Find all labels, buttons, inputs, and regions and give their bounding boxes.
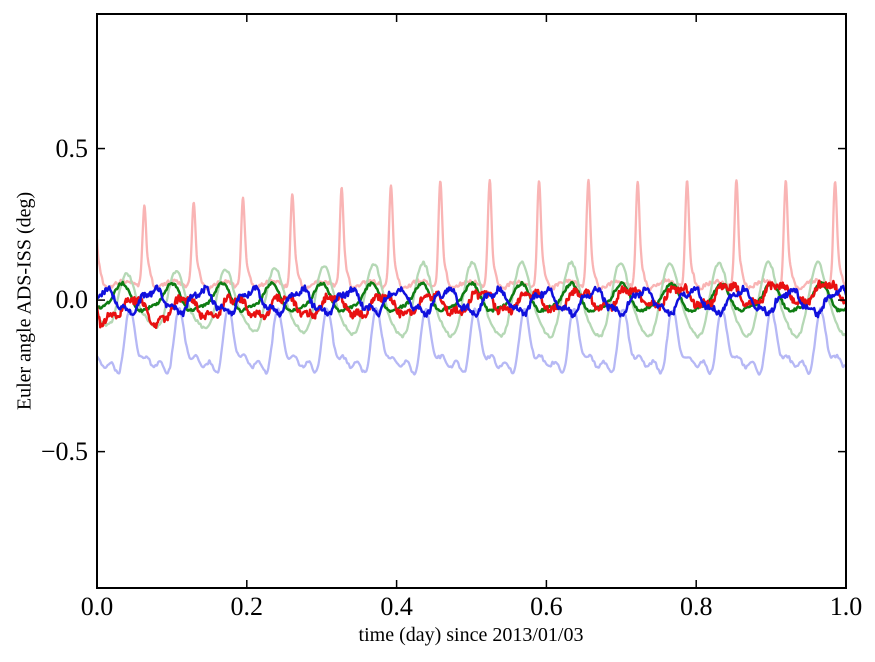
x-tick-label: 0.8 (679, 592, 713, 621)
y-tick-label: 0.5 (55, 133, 89, 163)
series-green-faded (97, 260, 846, 339)
x-tick-label: 1.0 (829, 592, 863, 621)
series-blue-faded (97, 306, 846, 376)
y-tick-label: 0.0 (55, 285, 89, 315)
axes-frame (96, 13, 847, 589)
x-tick-label: 0.4 (380, 592, 413, 621)
x-axis-label: time (day) since 2013/01/03 (358, 624, 584, 646)
x-tick-label: 0.6 (530, 592, 563, 621)
series-blue (97, 284, 846, 319)
x-tick-label: 0.0 (80, 592, 114, 621)
y-tick-label: −0.5 (40, 436, 88, 466)
y-axis-label: Euler angle ADS-ISS (deg) (13, 191, 36, 411)
series-red-faded (97, 178, 846, 292)
x-tick-label: 0.2 (230, 592, 264, 621)
